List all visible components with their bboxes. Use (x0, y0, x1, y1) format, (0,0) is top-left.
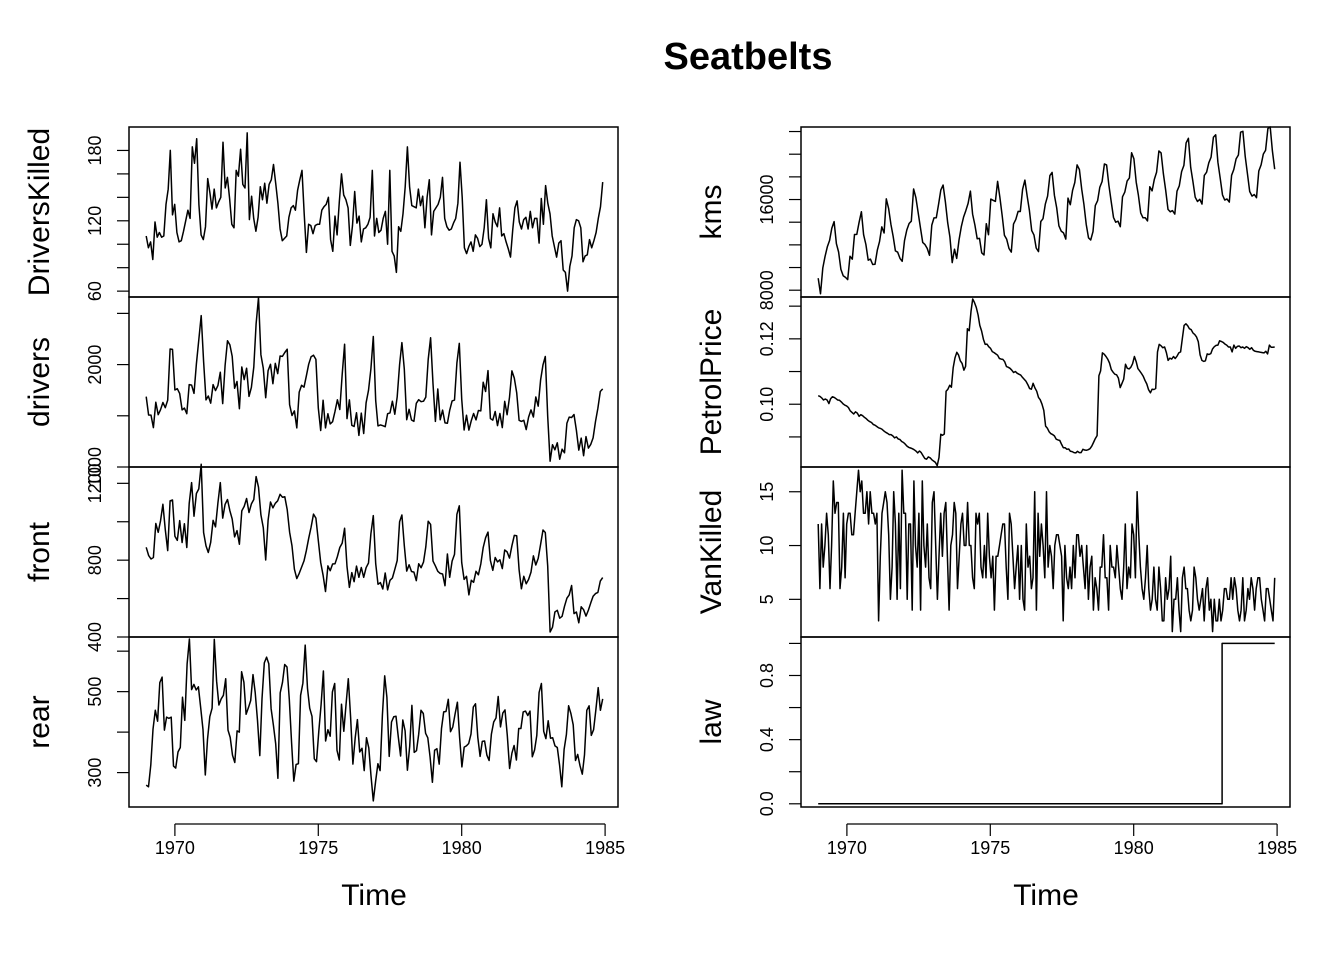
y-tick-label-front: 800 (85, 545, 105, 575)
series-line-rear (145, 638, 604, 802)
panel-frame-law (800, 636, 1291, 808)
series-line-kms (817, 126, 1276, 295)
x-axis-left: 1970 1975 1980 1985 (155, 823, 625, 858)
y-tick-label-rear: 500 (85, 677, 105, 707)
panel-kms: 8000 16000 kms (695, 126, 1291, 310)
series-line-PetrolPrice (817, 298, 1275, 467)
x-tick-label: 1975 (970, 838, 1010, 858)
x-tick-label: 1985 (585, 838, 625, 858)
series-line-VanKilled (817, 469, 1276, 633)
series-line-law (818, 642, 1275, 805)
y-tick-label-VanKilled: 10 (757, 536, 777, 556)
x-tick-label: 1970 (827, 838, 867, 858)
panel-front: 400 800 1200 front (23, 463, 619, 652)
y-tick-label-law: 0.0 (757, 791, 777, 816)
y-tick-label-PetrolPrice: 0.12 (757, 321, 777, 356)
panel-frame-PetrolPrice (800, 296, 1291, 468)
y-tick-label-DriversKilled: 180 (85, 135, 105, 165)
y-tick-label-front: 400 (85, 622, 105, 652)
y-tick-label-DriversKilled: 120 (85, 206, 105, 236)
panel-PetrolPrice: 0.10 0.12 PetrolPrice (695, 296, 1291, 468)
y-tick-label-PetrolPrice: 0.10 (757, 387, 777, 422)
series-label-front: front (23, 521, 56, 582)
x-tick-label: 1975 (298, 838, 338, 858)
x-tick-label: 1985 (1257, 838, 1297, 858)
series-line-front (145, 463, 604, 633)
y-tick-label-law: 0.4 (757, 727, 777, 752)
x-axis-label-right: Time (1013, 879, 1079, 912)
series-label-PetrolPrice: PetrolPrice (695, 309, 728, 456)
panel-drivers: 1000 2000 drivers (23, 296, 619, 487)
panel-DriversKilled: 60 120 180 DriversKilled (23, 126, 619, 301)
y-tick-label-law: 0.8 (757, 663, 777, 688)
y-tick-label-kms: 16000 (757, 175, 777, 225)
series-line-drivers (145, 296, 604, 462)
y-tick-label-rear: 300 (85, 758, 105, 788)
x-tick-label: 1980 (442, 838, 482, 858)
series-label-DriversKilled: DriversKilled (23, 128, 56, 296)
x-tick-label: 1980 (1114, 838, 1154, 858)
series-label-VanKilled: VanKilled (695, 490, 728, 615)
y-tick-label-VanKilled: 15 (757, 482, 777, 502)
panel-VanKilled: 5 10 15 VanKilled (695, 466, 1291, 638)
series-label-drivers: drivers (23, 337, 56, 427)
x-axis-right: 1970 1975 1980 1985 (827, 823, 1297, 858)
chart-title: Seatbelts (664, 36, 833, 78)
series-label-rear: rear (23, 695, 56, 748)
y-tick-label-front: 1200 (85, 463, 105, 503)
y-tick-label-kms: 8000 (757, 270, 777, 310)
y-tick-label-drivers: 1000 (85, 447, 105, 487)
panel-rear: 300 500 rear (23, 636, 619, 808)
y-tick-label-DriversKilled: 60 (85, 281, 105, 301)
panels: 60 120 180 DriversKilled 1000 2000 drivers 400 8… (23, 126, 1297, 858)
panel-frame-rear (128, 636, 619, 808)
series-line-DriversKilled (145, 132, 604, 292)
panel-law: 0.0 0.4 0.8 law (695, 636, 1291, 816)
x-tick-label: 1970 (155, 838, 195, 858)
panel-frame-drivers (128, 296, 619, 468)
y-tick-label-drivers: 2000 (85, 345, 105, 385)
x-axis-label-left: Time (341, 879, 407, 912)
y-tick-label-VanKilled: 5 (757, 594, 777, 604)
series-label-law: law (695, 699, 728, 744)
series-label-kms: kms (695, 185, 728, 240)
